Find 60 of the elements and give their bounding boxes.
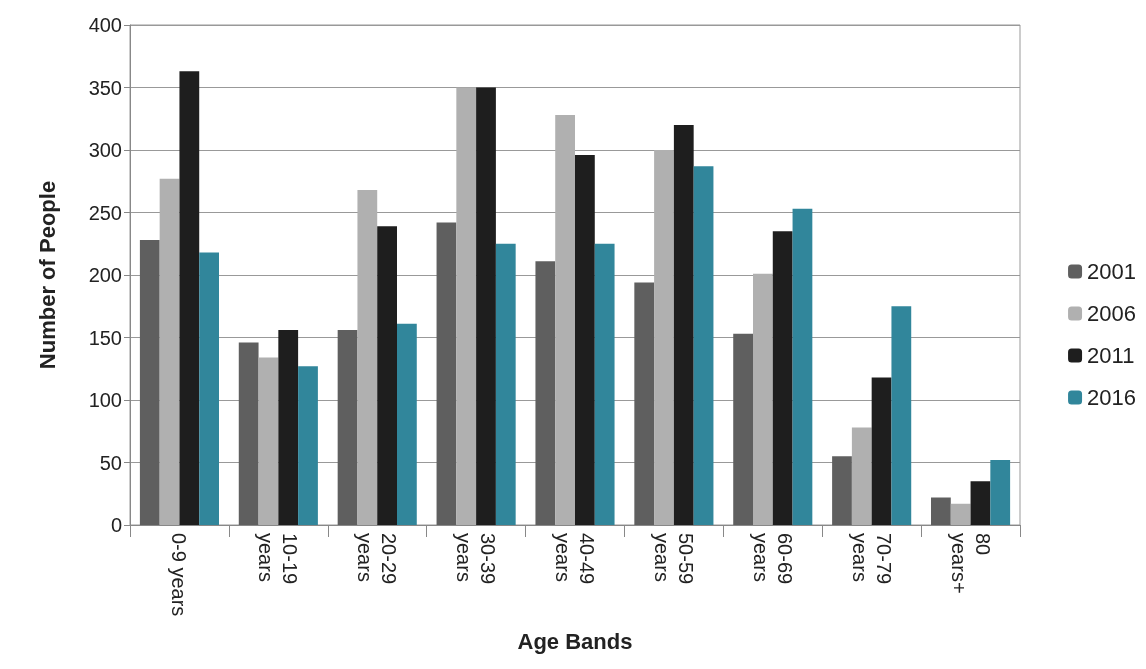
y-tick-label: 50 xyxy=(99,451,122,474)
legend-label: 2016 xyxy=(1087,385,1137,410)
bar xyxy=(733,333,753,525)
bar xyxy=(594,243,615,525)
bar xyxy=(139,240,160,525)
bar xyxy=(199,252,219,525)
y-tick-label: 300 xyxy=(88,139,122,161)
bar xyxy=(792,208,813,525)
bar xyxy=(693,166,714,525)
bar xyxy=(871,377,892,525)
x-tick-label: 50-59 years xyxy=(650,533,697,590)
x-tick-label: 10-19 years xyxy=(255,533,302,590)
y-tick-label: 250 xyxy=(88,201,122,224)
x-tick-label: 40-49 years xyxy=(552,533,598,590)
legend-label: 2001 xyxy=(1087,259,1137,284)
y-axis-title: Number of People xyxy=(34,180,60,370)
y-tick-label: 100 xyxy=(88,389,122,411)
bar xyxy=(377,226,397,525)
bar xyxy=(159,178,180,525)
bar xyxy=(851,427,872,525)
bar xyxy=(990,460,1011,525)
y-tick-label: 350 xyxy=(88,76,122,99)
bar xyxy=(753,273,773,525)
legend-label: 2011 xyxy=(1087,343,1135,368)
x-tick-label: 60-69 years xyxy=(749,533,796,590)
bar xyxy=(179,71,200,525)
y-tick-label: 0 xyxy=(110,514,122,536)
bar xyxy=(970,481,991,525)
y-tick-label: 150 xyxy=(88,326,122,349)
bar xyxy=(278,330,299,525)
x-tick-label: 30-39 years xyxy=(453,533,500,590)
bar xyxy=(634,282,655,525)
bar xyxy=(654,150,674,525)
bar xyxy=(397,323,417,525)
bar xyxy=(238,342,259,525)
bar xyxy=(832,456,852,525)
x-tick-label: 80 years+ xyxy=(947,533,994,594)
y-tick-label: 400 xyxy=(88,14,122,36)
legend-label: 2006 xyxy=(1087,301,1137,326)
y-tick-label: 200 xyxy=(88,264,122,286)
x-tick-label: 0-9 years xyxy=(168,533,191,617)
bar xyxy=(476,87,496,525)
x-axis-title: Age Bands xyxy=(517,628,633,654)
bar xyxy=(575,155,595,525)
bar xyxy=(456,87,477,525)
bar xyxy=(950,503,971,525)
bar xyxy=(357,190,378,525)
bar xyxy=(772,231,793,525)
bar xyxy=(555,115,575,525)
bar xyxy=(298,366,318,525)
bar xyxy=(495,243,516,525)
bar xyxy=(436,222,457,525)
x-tick-label: 20-29 years xyxy=(354,533,401,590)
bar xyxy=(258,357,279,525)
bar xyxy=(535,261,556,525)
x-tick-label: 70-79 years xyxy=(848,533,895,590)
bar xyxy=(673,125,694,525)
bar xyxy=(337,330,358,525)
bar xyxy=(931,497,951,525)
bar xyxy=(891,306,912,525)
